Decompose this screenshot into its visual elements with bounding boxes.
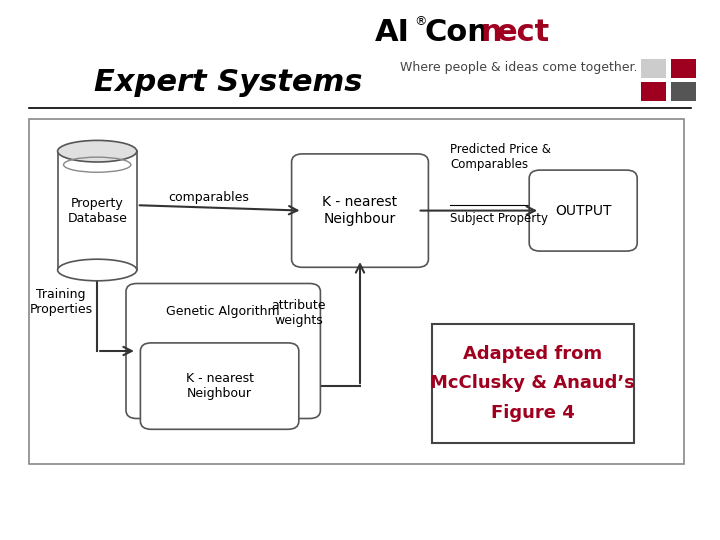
Text: K - nearest
Neighbour: K - nearest Neighbour bbox=[186, 372, 253, 400]
Text: Expert Systems: Expert Systems bbox=[94, 68, 362, 97]
Text: AI: AI bbox=[374, 18, 410, 47]
Ellipse shape bbox=[58, 259, 137, 281]
FancyBboxPatch shape bbox=[529, 170, 637, 251]
Text: Predicted Price &
Comparables: Predicted Price & Comparables bbox=[450, 143, 551, 171]
Text: Subject Property: Subject Property bbox=[450, 212, 548, 225]
FancyBboxPatch shape bbox=[126, 284, 320, 418]
Text: Genetic Algorithm: Genetic Algorithm bbox=[166, 305, 280, 318]
Text: Where people & ideas come together.: Where people & ideas come together. bbox=[400, 61, 637, 74]
FancyBboxPatch shape bbox=[58, 151, 137, 270]
Text: Figure 4: Figure 4 bbox=[491, 404, 575, 422]
Bar bbox=[671, 82, 696, 101]
Text: attribute
weights: attribute weights bbox=[271, 299, 326, 327]
Text: ect: ect bbox=[497, 18, 550, 47]
Bar bbox=[641, 82, 666, 101]
Bar bbox=[641, 59, 666, 78]
Text: Property
Database: Property Database bbox=[67, 197, 127, 225]
Text: ®: ® bbox=[414, 15, 426, 28]
Text: comparables: comparables bbox=[168, 191, 249, 204]
Text: K - nearest
Neighbour: K - nearest Neighbour bbox=[323, 195, 397, 226]
Text: McClusky & Anaud’s: McClusky & Anaud’s bbox=[431, 374, 635, 393]
Text: n: n bbox=[480, 18, 502, 47]
Text: OUTPUT: OUTPUT bbox=[555, 204, 611, 218]
FancyBboxPatch shape bbox=[432, 324, 634, 443]
Text: Con: Con bbox=[425, 18, 490, 47]
FancyBboxPatch shape bbox=[29, 119, 684, 464]
Text: Adapted from: Adapted from bbox=[463, 345, 603, 363]
Text: Training
Properties: Training Properties bbox=[30, 288, 93, 316]
Ellipse shape bbox=[58, 140, 137, 162]
Bar bbox=[671, 59, 696, 78]
FancyBboxPatch shape bbox=[292, 154, 428, 267]
FancyBboxPatch shape bbox=[140, 343, 299, 429]
